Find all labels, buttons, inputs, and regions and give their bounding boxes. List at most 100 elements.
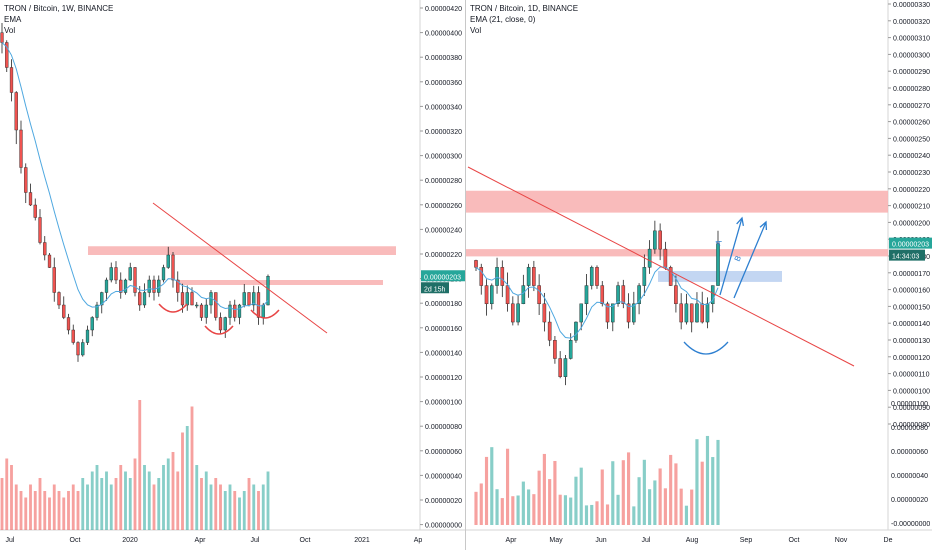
candle-body (95, 304, 99, 318)
candle-body (104, 279, 109, 293)
candle-body (204, 304, 208, 318)
candle-body (511, 303, 515, 323)
candle-body (38, 217, 42, 243)
volume-bar (52, 484, 56, 530)
candle-body (668, 267, 673, 286)
y-tick-label: 0.00000270 (893, 103, 930, 110)
volume-bar (138, 400, 142, 530)
weekly-chart-canvas[interactable]: 0.00000420 0.00000400 0.00000380 0.00000360… (0, 0, 466, 550)
price-badge-text: 0.00000203 (424, 274, 461, 281)
volume-bar (648, 489, 652, 525)
candle-body (547, 321, 552, 341)
y-tick-label: 0.00000400 (425, 31, 462, 38)
volume-bar (152, 484, 156, 530)
candle-body (521, 285, 526, 305)
candle-body (637, 285, 641, 305)
candle-body (223, 317, 227, 331)
daily-symbol-label[interactable]: TRON / Bitcoin, 1D, BINANCE (470, 4, 579, 13)
volume-bar (223, 491, 227, 530)
volume-bar (611, 461, 615, 525)
volume-bar (128, 478, 132, 530)
volume-bar (157, 478, 161, 530)
candle-body (171, 254, 175, 281)
volume-bar (700, 461, 704, 525)
y-tick-label: 0.00000280 (425, 178, 462, 185)
candle-body (500, 267, 505, 286)
volume-bar (147, 471, 151, 530)
candle-body (252, 292, 256, 306)
volume-bar (124, 471, 127, 530)
candle-body (695, 303, 699, 323)
candle-body (62, 304, 66, 318)
daily-chart-canvas[interactable]: 0.00000330 0.00000320 0.00000310 0.00000300… (466, 0, 932, 550)
y-tick-label: 0.00000300 (425, 154, 462, 161)
daily-vol-label[interactable]: Vol (470, 26, 482, 35)
candle-body (716, 243, 720, 286)
candle-body (57, 292, 61, 306)
volume-bar (14, 484, 18, 530)
volume-bar (100, 478, 104, 530)
y-tick-label: 0.00000170 (893, 271, 930, 278)
candle-body (14, 92, 18, 131)
ema-line (475, 266, 719, 339)
volume-bar (171, 452, 175, 530)
volume-bar (71, 484, 75, 530)
volume-bar (257, 491, 260, 530)
y-tick-label-volume: 0.00000020 (891, 497, 928, 504)
bottom-arc (204, 325, 234, 335)
candle-body (142, 292, 147, 306)
candle-body (595, 267, 599, 286)
y-tick-label: 0.00000090 (893, 405, 930, 412)
volume-bar (695, 439, 699, 525)
candle-body (237, 304, 242, 318)
panel-divider[interactable] (465, 0, 466, 550)
volume-bar (479, 483, 483, 525)
y-tick-label-volume: 0.00000060 (891, 449, 928, 456)
x-tick-label: Jul (251, 537, 260, 544)
weekly-chart-panel[interactable]: 0.00000420 0.00000400 0.00000380 0.00000360… (0, 0, 466, 550)
candle-body (600, 285, 605, 305)
y-tick-label: 0.00000360 (425, 80, 462, 87)
candle-body (214, 292, 218, 318)
x-tick-label: Jul (6, 537, 15, 544)
candle-body (537, 285, 541, 305)
candle-body (616, 285, 620, 305)
volume-bar (600, 469, 604, 525)
candle-body (266, 276, 270, 306)
daily-ema-label[interactable]: EMA (21, close, 0) (470, 15, 536, 24)
candle-body (605, 303, 610, 323)
daily-chart-panel[interactable]: 0.00000330 0.00000320 0.00000310 0.00000300… (466, 0, 932, 550)
candle-body (185, 292, 189, 306)
candle-body (663, 248, 668, 268)
volume-bar (33, 491, 37, 530)
candle-body (542, 303, 547, 323)
volume-bar (537, 470, 541, 525)
candle-body (90, 317, 94, 331)
candle-body (632, 303, 636, 323)
countdown-badge (889, 249, 925, 261)
candle-body (233, 304, 237, 318)
volume-bar (548, 479, 552, 525)
volume-bar (233, 491, 237, 530)
candle-body (642, 267, 647, 286)
volume-bar (195, 465, 199, 530)
volume-bar (119, 465, 123, 530)
weekly-symbol-label[interactable]: TRON / Bitcoin, 1W, BINANCE (4, 4, 114, 13)
y-tick-label-volume: -0.00000000 (891, 521, 930, 528)
volume-bar (67, 491, 70, 530)
candle-body (674, 285, 678, 305)
candle-body (505, 285, 510, 305)
volume-bar (574, 476, 578, 525)
candle-body (563, 358, 568, 377)
volume-bar (228, 484, 232, 530)
volume-bar (495, 489, 499, 525)
volume-bar (521, 481, 525, 525)
volume-bar (679, 488, 683, 525)
weekly-vol-label[interactable]: Vol (4, 26, 16, 35)
y-tick-label: 0.00000160 (425, 326, 462, 333)
weekly-ema-label[interactable]: EMA (4, 15, 22, 24)
candle-body (176, 279, 180, 293)
candle-body (247, 292, 251, 306)
y-tick-label: 0.00000120 (425, 375, 462, 382)
candle-body (81, 342, 85, 356)
